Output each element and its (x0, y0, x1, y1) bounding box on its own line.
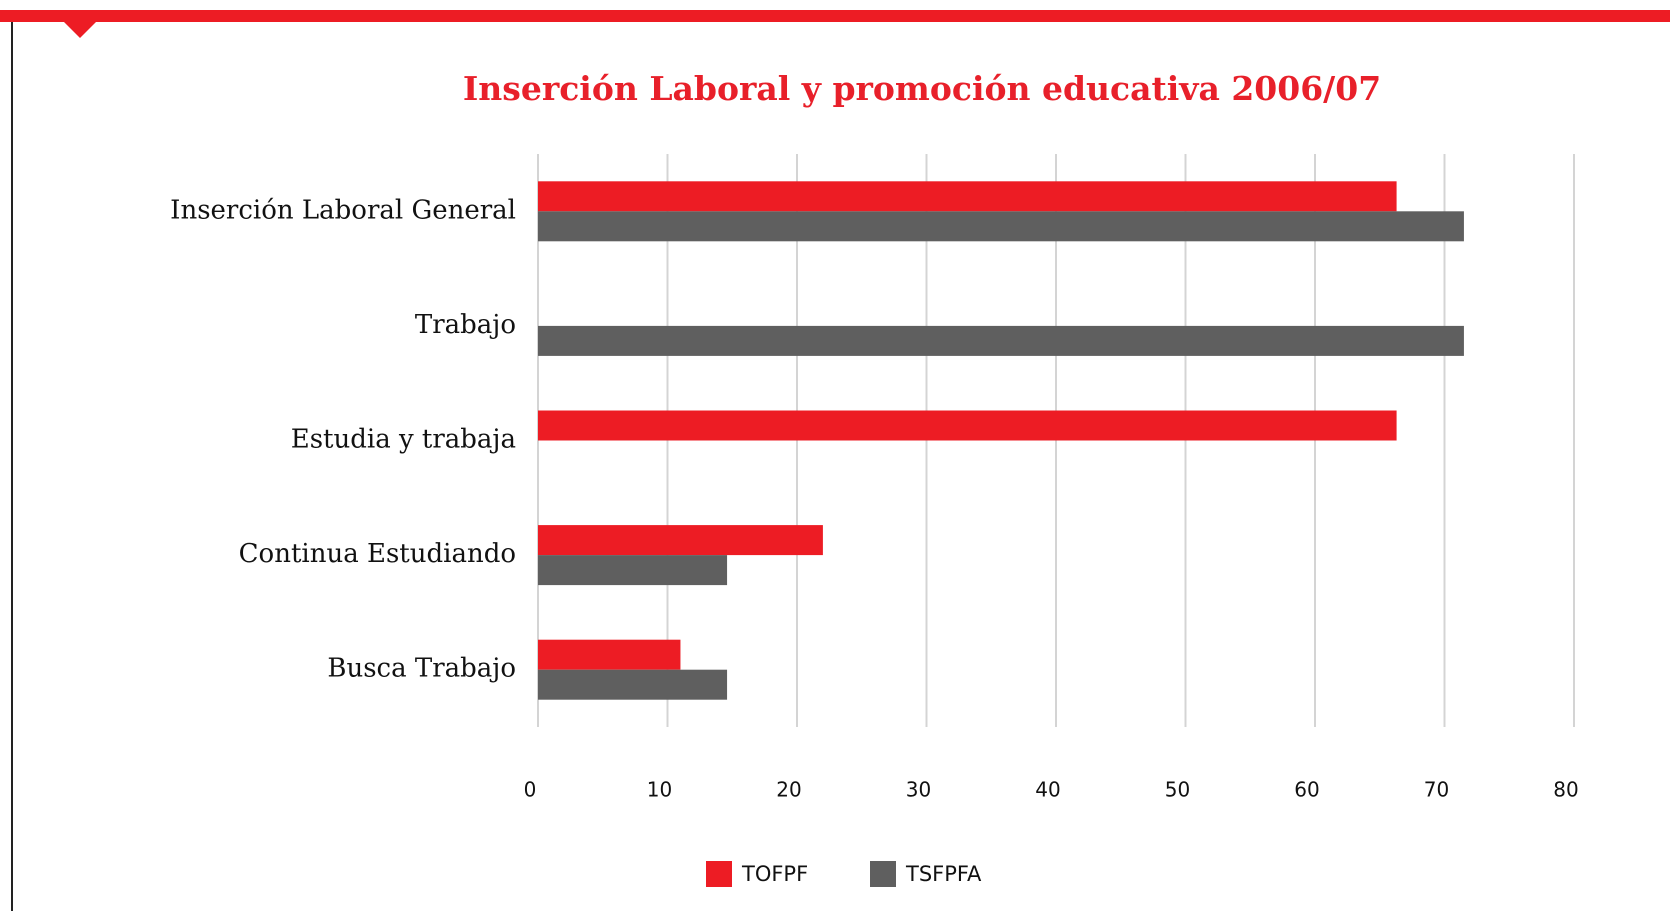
top-bar (0, 10, 1670, 22)
legend-swatch (706, 861, 732, 887)
x-tick-label: 80 (1553, 778, 1578, 802)
bar (538, 669, 728, 700)
bar (538, 639, 681, 670)
legend-label: TOFPF (741, 862, 808, 886)
legend-label: TSFPFA (905, 862, 982, 886)
top-marker (64, 22, 96, 38)
y-tick-label: Inserción Laboral General (170, 195, 516, 225)
bar (538, 410, 1397, 441)
bar (538, 525, 823, 556)
x-tick-label: 40 (1035, 778, 1060, 802)
y-tick-label: Estudia y trabaja (291, 425, 516, 455)
x-tick-label: 0 (524, 778, 537, 802)
x-tick-label: 10 (647, 778, 672, 802)
y-tick-label: Continua Estudiando (239, 539, 516, 569)
x-tick-label: 20 (776, 778, 801, 802)
y-tick-label: Busca Trabajo (327, 654, 516, 684)
bar (538, 211, 1464, 242)
x-tick-label: 30 (906, 778, 931, 802)
y-tick-label: Trabajo (415, 310, 516, 340)
chart-title: Inserción Laboral y promoción educativa … (463, 69, 1381, 108)
x-tick-label: 70 (1424, 778, 1449, 802)
bar (538, 555, 728, 586)
bar (538, 325, 1464, 356)
x-tick-label: 60 (1294, 778, 1319, 802)
legend-swatch (870, 861, 896, 887)
x-tick-label: 50 (1165, 778, 1190, 802)
bar (538, 181, 1397, 212)
